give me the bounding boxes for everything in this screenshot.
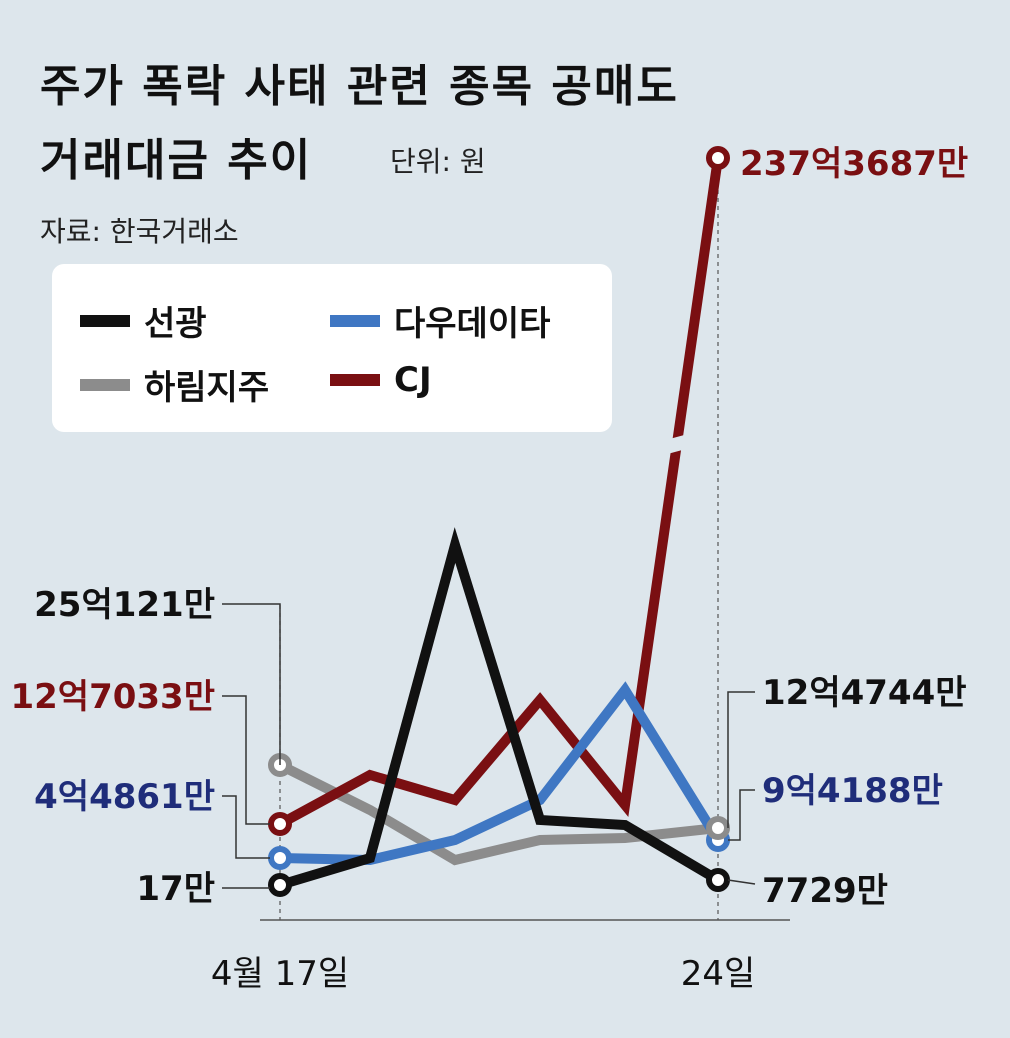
leader-line bbox=[727, 879, 756, 885]
leader-line bbox=[727, 691, 755, 828]
data-label-하림지주-0: 25억121만 bbox=[34, 585, 215, 625]
legend-label-하림지주: 하림지주 bbox=[144, 368, 270, 408]
leader-line bbox=[222, 695, 270, 825]
legend-item-하림지주: 하림지주 bbox=[80, 360, 269, 409]
legend-label-선광: 선광 bbox=[144, 304, 207, 344]
point-marker-CJ bbox=[706, 146, 730, 170]
legend-swatch-다우데이타 bbox=[330, 314, 380, 327]
series-line-선광 bbox=[278, 527, 721, 890]
legend-label-다우데이타: 다우데이타 bbox=[394, 304, 551, 344]
x-tick-label: 24일 bbox=[681, 954, 756, 994]
leader-line bbox=[728, 789, 755, 841]
data-label-CJ-0: 12억7033만 bbox=[10, 677, 215, 717]
legend-item-CJ: CJ bbox=[330, 360, 432, 400]
legend-item-선광: 선광 bbox=[80, 296, 207, 345]
data-label-선광-5: 7729만 bbox=[762, 871, 888, 911]
legend-item-다우데이타: 다우데이타 bbox=[330, 296, 550, 345]
legend-label-CJ: CJ bbox=[394, 360, 432, 400]
leader-line bbox=[222, 603, 281, 765]
legend-swatch-하림지주 bbox=[80, 378, 130, 391]
data-label-다우데이타-5: 9억4188만 bbox=[762, 771, 943, 811]
legend-swatch-선광 bbox=[80, 314, 130, 327]
data-label-하림지주-5: 12억4744만 bbox=[762, 673, 967, 713]
chart-title-line2: 거래대금 추이 bbox=[40, 135, 313, 186]
source-label: 자료: 한국거래소 bbox=[40, 215, 239, 248]
series-line-CJ bbox=[277, 157, 723, 829]
axis-break-gap bbox=[646, 431, 702, 459]
point-marker-CJ bbox=[268, 812, 292, 836]
chart-title-line1: 주가 폭락 사태 관련 종목 공매도 bbox=[40, 61, 679, 112]
legend-swatch-CJ bbox=[330, 374, 380, 386]
data-label-다우데이타-0: 4억4861만 bbox=[34, 777, 215, 817]
data-label-CJ-5: 237억3687만 bbox=[740, 144, 968, 184]
unit-label: 단위: 원 bbox=[390, 145, 486, 178]
point-marker-선광 bbox=[268, 873, 292, 897]
point-marker-하림지주 bbox=[706, 816, 730, 840]
data-label-선광-0: 17만 bbox=[136, 869, 215, 909]
x-tick-label: 4월 17일 bbox=[211, 954, 349, 994]
legend: 선광 하림지주 다우데이타 CJ bbox=[52, 264, 612, 432]
point-marker-다우데이타 bbox=[268, 846, 292, 870]
point-marker-선광 bbox=[706, 868, 730, 892]
leader-line bbox=[222, 795, 270, 859]
